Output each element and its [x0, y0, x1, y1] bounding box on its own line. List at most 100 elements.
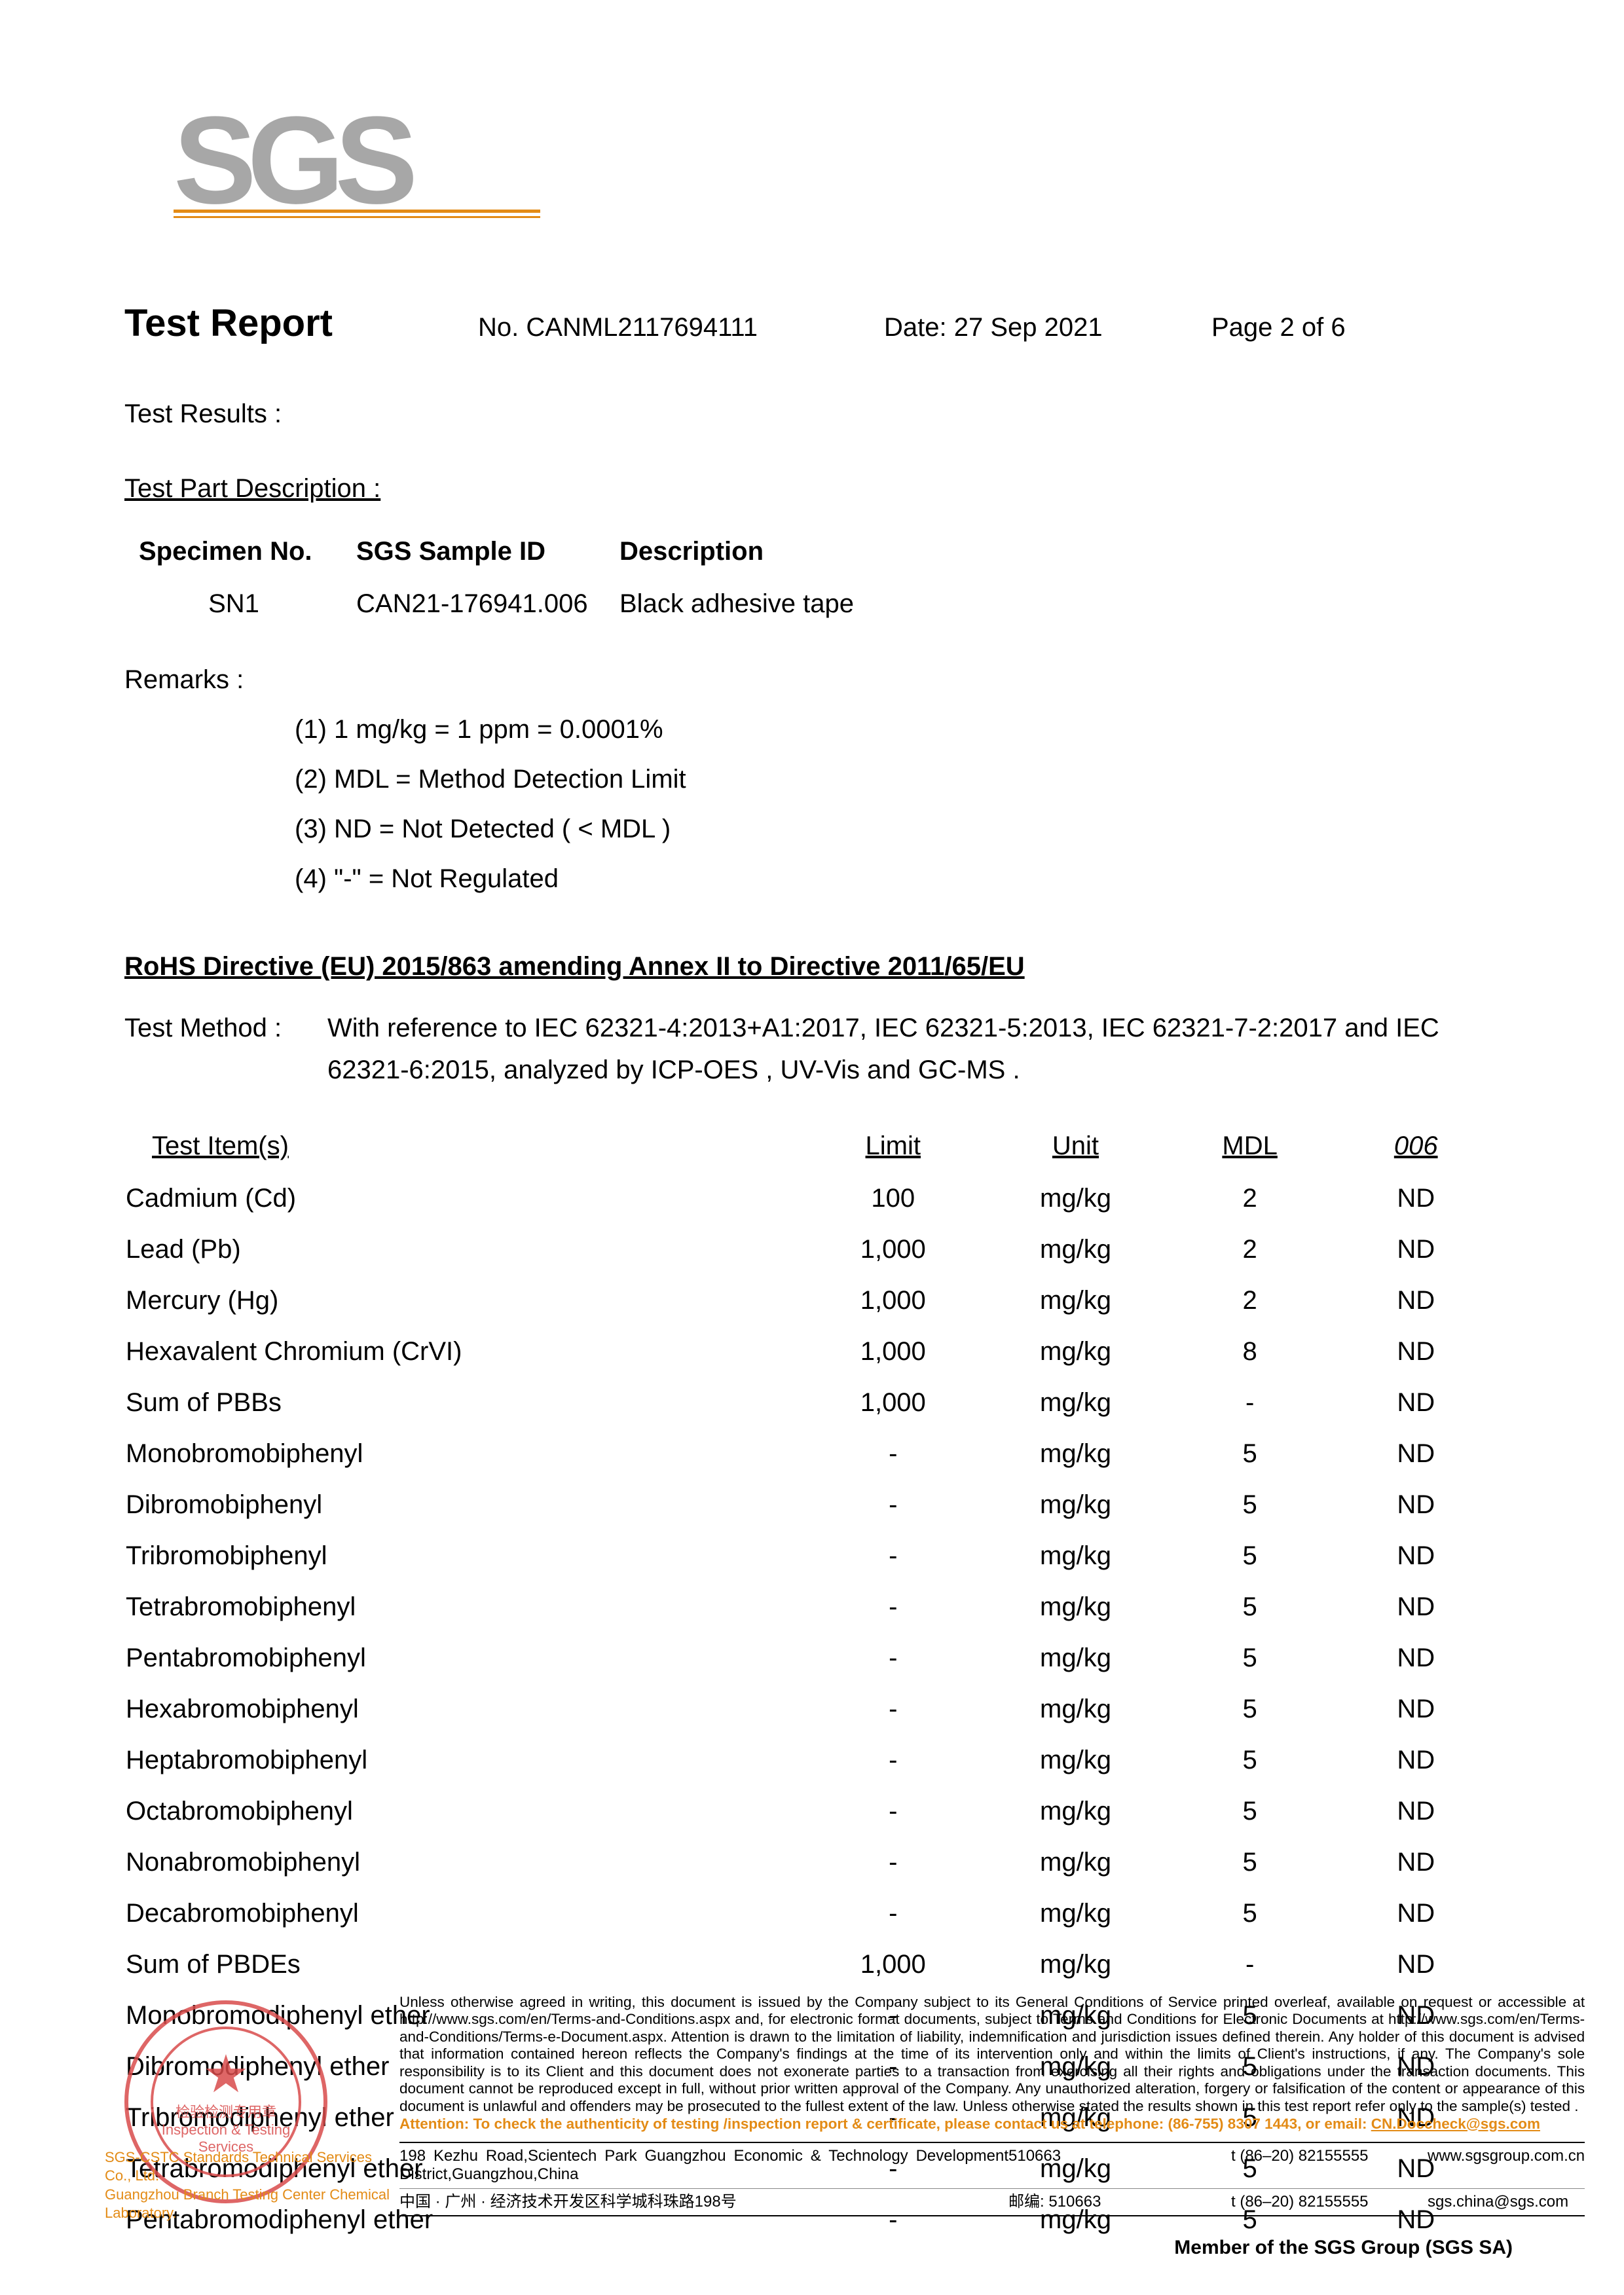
result-unit: mg/kg: [985, 1531, 1166, 1581]
result-unit: mg/kg: [985, 1735, 1166, 1785]
result-limit: -: [802, 1582, 984, 1632]
result-limit: -: [802, 1429, 984, 1478]
results-row: Sum of PBBs1,000mg/kg-ND: [126, 1378, 1498, 1427]
logo-rule-1: [174, 210, 540, 213]
results-row: Hexavalent Chromium (CrVI)1,000mg/kg8ND: [126, 1327, 1498, 1376]
address-row-2: 中国 · 广州 · 经济技术开发区科学城科珠路198号 邮编: 510663 t…: [399, 2188, 1585, 2215]
result-value: ND: [1333, 1633, 1498, 1683]
specimen-table: Specimen No. SGS Sample ID Description S…: [138, 529, 881, 626]
result-limit: 1,000: [802, 1224, 984, 1274]
results-row: Dibromobiphenyl-mg/kg5ND: [126, 1480, 1498, 1530]
page-title: Test Report: [124, 301, 478, 345]
result-value: ND: [1333, 1429, 1498, 1478]
result-item: Dibromobiphenyl: [126, 1480, 801, 1530]
remarks-list: (1) 1 mg/kg = 1 ppm = 0.0001% (2) MDL = M…: [295, 708, 1500, 900]
remark-item: (1) 1 mg/kg = 1 ppm = 0.0001%: [295, 708, 1500, 750]
results-header-limit: Limit: [802, 1125, 984, 1172]
result-mdl: -: [1168, 1939, 1333, 1989]
report-body: Test Results : Test Part Description : S…: [124, 367, 1500, 2246]
result-unit: mg/kg: [985, 1582, 1166, 1632]
result-limit: 100: [802, 1173, 984, 1223]
result-value: ND: [1333, 1684, 1498, 1734]
result-mdl: 5: [1168, 1786, 1333, 1836]
result-item: Hexavalent Chromium (CrVI): [126, 1327, 801, 1376]
result-value: ND: [1333, 1888, 1498, 1938]
result-item: Lead (Pb): [126, 1224, 801, 1274]
results-row: Nonabromobiphenyl-mg/kg5ND: [126, 1837, 1498, 1887]
result-mdl: 2: [1168, 1173, 1333, 1223]
result-value: ND: [1333, 1224, 1498, 1274]
logo-rule-2: [174, 216, 540, 218]
specimen-header-sgs: SGS Sample ID: [356, 530, 618, 579]
result-value: ND: [1333, 1837, 1498, 1887]
attention-text: Attention: To check the authenticity of …: [399, 2116, 1540, 2132]
result-item: Hexabromobiphenyl: [126, 1684, 801, 1734]
specimen-row: SN1CAN21-176941.006Black adhesive tape: [139, 580, 880, 625]
results-row: Mercury (Hg)1,000mg/kg2ND: [126, 1276, 1498, 1325]
result-unit: mg/kg: [985, 1888, 1166, 1938]
sgs-logo: SGS: [174, 98, 449, 210]
result-limit: 1,000: [802, 1327, 984, 1376]
result-limit: -: [802, 1837, 984, 1887]
result-limit: -: [802, 1786, 984, 1836]
approval-stamp: ★ 检验检测专用章 Inspection & Testing Services …: [124, 1994, 399, 2216]
page-indicator: Page 2 of 6: [1211, 313, 1346, 342]
result-mdl: 2: [1168, 1224, 1333, 1274]
report-number: No. CANML2117694111: [478, 313, 884, 342]
result-mdl: 5: [1168, 1582, 1333, 1632]
disclaimer-text: Unless otherwise agreed in writing, this…: [399, 1994, 1585, 2216]
result-unit: mg/kg: [985, 1429, 1166, 1478]
result-unit: mg/kg: [985, 1786, 1166, 1836]
results-row: Monobromobiphenyl-mg/kg5ND: [126, 1429, 1498, 1478]
result-mdl: 5: [1168, 1480, 1333, 1530]
result-value: ND: [1333, 1786, 1498, 1836]
result-unit: mg/kg: [985, 1684, 1166, 1734]
result-unit: mg/kg: [985, 1480, 1166, 1530]
result-mdl: 5: [1168, 1735, 1333, 1785]
result-value: ND: [1333, 1531, 1498, 1581]
result-limit: -: [802, 1531, 984, 1581]
specimen-header-no: Specimen No.: [139, 530, 355, 579]
results-header-value: 006: [1333, 1125, 1498, 1172]
test-part-description-label: Test Part Description :: [124, 468, 1500, 509]
result-limit: -: [802, 1888, 984, 1938]
result-mdl: 5: [1168, 1837, 1333, 1887]
remark-item: (4) "-" = Not Regulated: [295, 858, 1500, 900]
result-limit: 1,000: [802, 1378, 984, 1427]
result-value: ND: [1333, 1939, 1498, 1989]
result-unit: mg/kg: [985, 1276, 1166, 1325]
results-row: Heptabromobiphenyl-mg/kg5ND: [126, 1735, 1498, 1785]
result-mdl: 5: [1168, 1684, 1333, 1734]
remark-item: (2) MDL = Method Detection Limit: [295, 758, 1500, 800]
result-item: Pentabromobiphenyl: [126, 1633, 801, 1683]
address-block: 198 Kezhu Road,Scientech Park Guangzhou …: [399, 2142, 1585, 2216]
address-row-1: 198 Kezhu Road,Scientech Park Guangzhou …: [399, 2143, 1585, 2188]
specimen-header-desc: Description: [619, 530, 880, 579]
result-mdl: 5: [1168, 1633, 1333, 1683]
results-header-unit: Unit: [985, 1125, 1166, 1172]
result-mdl: 8: [1168, 1327, 1333, 1376]
result-limit: 1,000: [802, 1276, 984, 1325]
result-limit: -: [802, 1633, 984, 1683]
result-unit: mg/kg: [985, 1633, 1166, 1683]
header-row: Test Report No. CANML2117694111 Date: 27…: [124, 301, 1500, 345]
results-row: Tetrabromobiphenyl-mg/kg5ND: [126, 1582, 1498, 1632]
results-row: Pentabromobiphenyl-mg/kg5ND: [126, 1633, 1498, 1683]
results-row: Tribromobiphenyl-mg/kg5ND: [126, 1531, 1498, 1581]
specimen-desc: Black adhesive tape: [619, 580, 880, 625]
result-unit: mg/kg: [985, 1837, 1166, 1887]
test-method-row: Test Method : With reference to IEC 6232…: [124, 1007, 1500, 1091]
test-method-label: Test Method :: [124, 1007, 327, 1091]
result-value: ND: [1333, 1378, 1498, 1427]
remarks-label: Remarks :: [124, 659, 1500, 701]
result-mdl: -: [1168, 1378, 1333, 1427]
result-limit: -: [802, 1735, 984, 1785]
member-line: Member of the SGS Group (SGS SA): [1174, 2237, 1513, 2259]
result-unit: mg/kg: [985, 1939, 1166, 1989]
results-row: Lead (Pb)1,000mg/kg2ND: [126, 1224, 1498, 1274]
result-mdl: 2: [1168, 1276, 1333, 1325]
stamp-subtext: SGS-CSTC Standards Technical Services Co…: [105, 2148, 399, 2223]
footer: ★ 检验检测专用章 Inspection & Testing Services …: [124, 1994, 1513, 2216]
specimen-no: SN1: [139, 580, 355, 625]
result-limit: -: [802, 1684, 984, 1734]
